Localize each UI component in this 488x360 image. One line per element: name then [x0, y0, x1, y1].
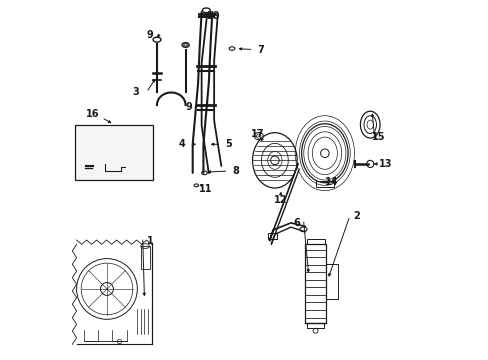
- Text: 6: 6: [292, 218, 299, 228]
- Text: 7: 7: [257, 45, 264, 55]
- Text: 13: 13: [378, 159, 391, 169]
- Bar: [315, 181, 333, 187]
- Text: 8: 8: [232, 166, 239, 176]
- Circle shape: [86, 158, 90, 162]
- Text: 1: 1: [146, 236, 153, 246]
- Bar: [75, 125, 153, 180]
- Text: 12: 12: [273, 195, 286, 204]
- Text: 3: 3: [132, 87, 139, 98]
- Bar: [325, 264, 338, 299]
- Bar: [306, 239, 324, 244]
- Text: 16: 16: [86, 109, 99, 119]
- Text: 14: 14: [325, 177, 338, 187]
- Text: 9: 9: [185, 102, 192, 112]
- Text: 5: 5: [224, 139, 231, 149]
- Text: 15: 15: [371, 132, 385, 142]
- Bar: [267, 233, 276, 239]
- Text: 9: 9: [146, 30, 153, 40]
- Text: 2: 2: [353, 211, 360, 221]
- Text: 4: 4: [178, 139, 185, 149]
- Bar: [141, 246, 149, 269]
- Bar: [305, 244, 325, 323]
- Text: 11: 11: [198, 184, 211, 194]
- Text: 10: 10: [207, 11, 221, 21]
- Circle shape: [90, 158, 93, 162]
- Text: 17: 17: [251, 129, 264, 139]
